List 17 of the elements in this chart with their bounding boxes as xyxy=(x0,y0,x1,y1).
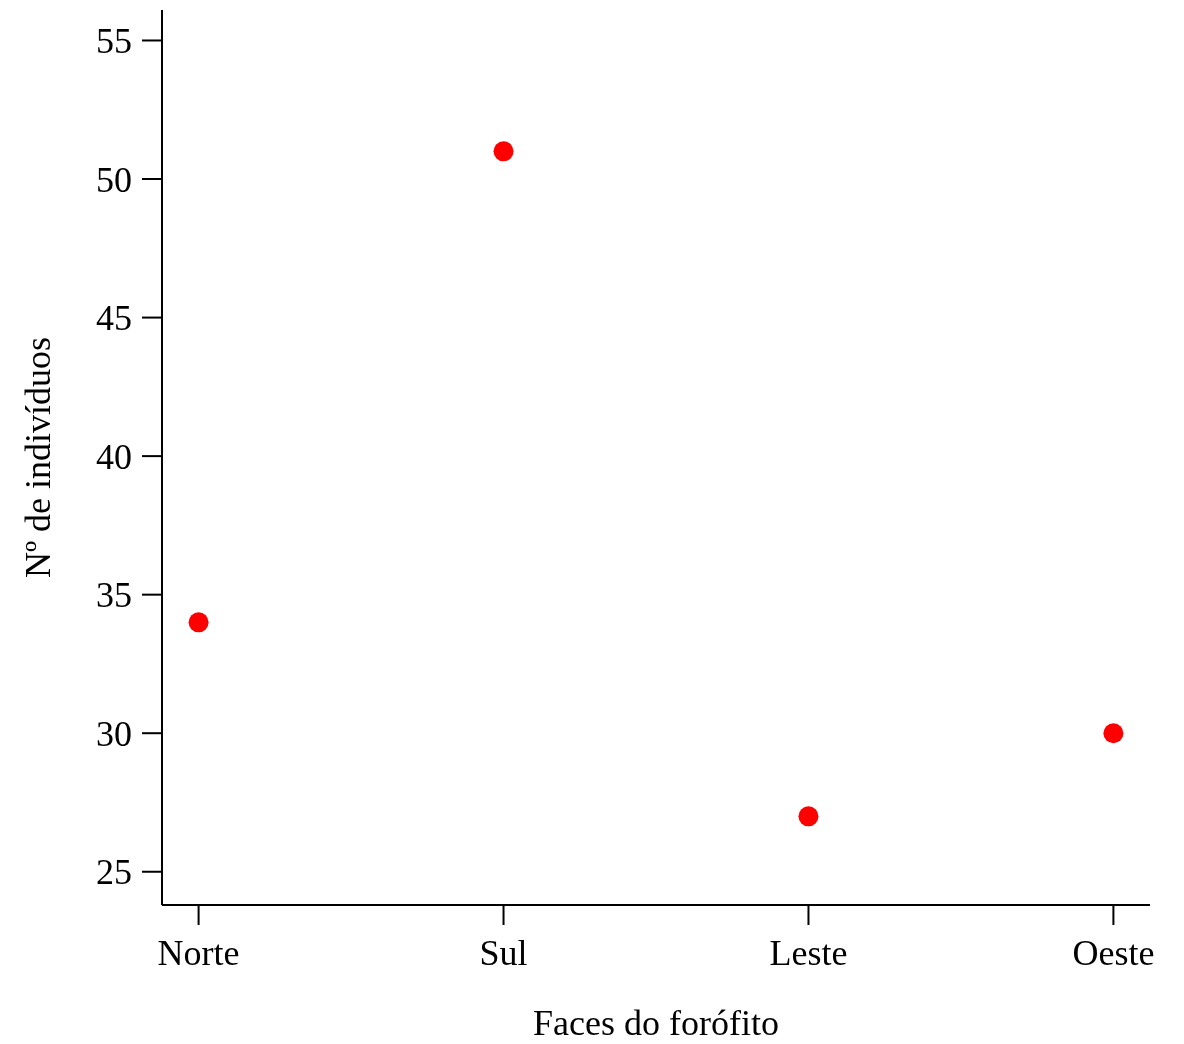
y-tick-label: 40 xyxy=(96,436,132,477)
y-tick-label: 50 xyxy=(96,159,132,200)
y-axis-title: Nº de indivíduos xyxy=(18,336,58,579)
x-tick-label: Norte xyxy=(157,933,240,973)
y-tick-label: 25 xyxy=(96,852,132,893)
x-tick-label: Sul xyxy=(479,933,528,973)
y-tick-label: 45 xyxy=(96,298,132,339)
point xyxy=(798,806,819,827)
y-tick-label: 30 xyxy=(96,713,132,754)
x-axis-title: Faces do forófito xyxy=(533,1003,779,1043)
x-tick-label: Leste xyxy=(769,933,848,973)
point xyxy=(1103,723,1124,744)
point xyxy=(188,612,209,633)
point xyxy=(493,141,514,162)
y-tick-label: 35 xyxy=(96,575,132,616)
x-tick-label: Oeste xyxy=(1072,933,1155,973)
y-tick-label: 55 xyxy=(96,21,132,62)
